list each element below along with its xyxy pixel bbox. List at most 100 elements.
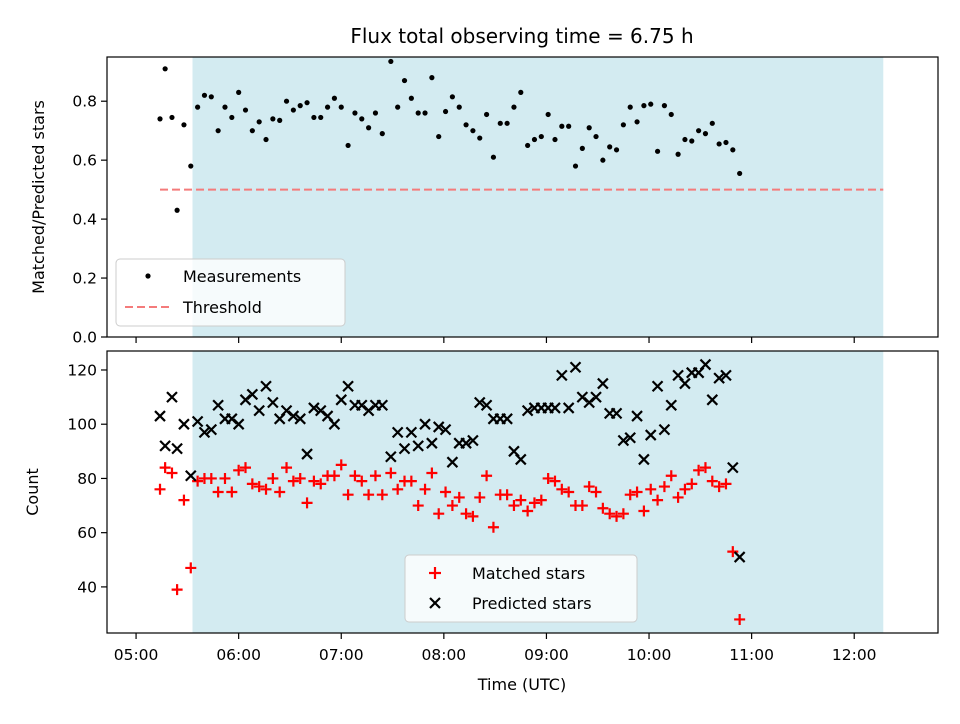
measurement-point	[566, 123, 572, 129]
matched-star-point	[542, 472, 554, 484]
matched-star-point	[240, 462, 251, 474]
measurement-point	[552, 136, 558, 143]
count-y-tick-label: 100	[67, 416, 97, 434]
predicted-star-point	[294, 413, 306, 425]
measurement-point	[256, 119, 262, 125]
matched-star-point	[617, 508, 629, 520]
legend-predicted-marker	[429, 597, 441, 609]
matched-star-point	[274, 486, 286, 498]
matched-star-point	[267, 472, 279, 484]
predicted-star-point	[617, 434, 630, 447]
measurement-point	[157, 116, 163, 122]
measurement-point	[201, 92, 208, 98]
matched-star-point	[481, 470, 493, 482]
measurement-point	[470, 128, 476, 134]
matched-star-point	[356, 475, 368, 487]
predicted-star-point	[166, 391, 178, 403]
predicted-star-point	[260, 380, 272, 393]
predicted-star-point	[385, 450, 397, 463]
measurement-point	[422, 110, 428, 116]
measurement-point	[215, 128, 221, 134]
predicted-star-point	[556, 369, 568, 382]
measurement-point	[331, 95, 338, 101]
predicted-star-point	[253, 404, 265, 417]
measurement-point	[593, 133, 599, 140]
predicted-star-point	[342, 380, 354, 393]
ratio-y-tick-label: 0.4	[72, 211, 97, 229]
matched-star-point	[474, 491, 486, 503]
predicted-star-point	[521, 404, 534, 417]
measurement-point	[689, 138, 695, 144]
time-x-tick-label: 07:00	[319, 646, 364, 664]
measurement-point	[229, 114, 235, 121]
predicted-star-point	[460, 437, 472, 449]
count-legend-box	[404, 554, 638, 623]
predicted-star-point	[439, 423, 452, 436]
legend-threshold-label: Threshold	[182, 298, 262, 317]
measurement-point	[222, 104, 228, 110]
predicted-star-point	[706, 394, 719, 406]
matched-star-point	[611, 510, 623, 522]
matched-star-point	[363, 489, 375, 501]
predicted-star-point	[178, 418, 190, 430]
predicted-star-point	[308, 402, 320, 414]
measurement-point	[456, 104, 462, 110]
count-y-tick-label: 80	[77, 470, 97, 488]
ratio-y-tick-label: 0.6	[72, 152, 97, 170]
matched-star-point	[226, 486, 238, 498]
ratio-x-ticks	[135, 337, 855, 343]
matched-star-point	[528, 497, 540, 509]
predicted-star-point	[412, 440, 424, 452]
matched-star-point	[734, 613, 746, 625]
measurement-point	[477, 135, 483, 141]
predicted-star-point	[185, 469, 197, 482]
predicted-star-point	[501, 413, 513, 425]
predicted-star-point	[171, 442, 183, 455]
matched-star-point	[159, 462, 171, 474]
matched-star-point	[212, 486, 224, 498]
ratio-y-axis: 0.0 0.2 0.4 0.6 0.8	[72, 93, 107, 347]
predicted-star-point	[638, 453, 650, 466]
matched-star-point	[246, 478, 258, 490]
predicted-star-point	[446, 456, 459, 468]
measurement-point	[270, 116, 276, 122]
measurement-point	[436, 133, 442, 140]
predicted-star-point	[727, 461, 739, 474]
measurement-point	[345, 142, 351, 149]
measurement-point	[559, 123, 565, 129]
measurement-point	[249, 128, 255, 134]
count-panel: 40 60 80 100 120 05:00 06:00 07:00 08:00 09:00 10…	[23, 350, 939, 694]
predicted-star-point	[301, 448, 313, 460]
measurement-point	[702, 131, 709, 137]
predicted-star-point	[398, 442, 411, 455]
matched-star-point	[392, 483, 404, 495]
matched-star-point	[672, 491, 684, 503]
measurement-point	[304, 100, 310, 106]
ratio-panel-frame	[106, 56, 939, 338]
predicted-star-point	[569, 361, 582, 374]
predicted-star-point	[154, 410, 166, 422]
matched-star-point	[658, 481, 670, 493]
matched-star-point	[166, 467, 178, 479]
ratio-y-label: Matched/Predicted stars	[29, 100, 48, 294]
matched-star-point	[376, 489, 388, 501]
measurement-point	[395, 104, 401, 110]
chart-title: Flux total observing time = 6.75 h	[350, 24, 693, 48]
predicted-star-point	[198, 426, 211, 439]
predicted-star-point	[624, 431, 636, 444]
legend-matched-label: Matched stars	[472, 564, 585, 583]
ratio-panel: 0.00.20.40.60.8 Matched/Predicted stars …	[29, 56, 939, 347]
matched-star-point	[624, 489, 636, 501]
matched-star-point	[699, 462, 711, 474]
count-y-tick-label: 40	[77, 578, 97, 596]
predicted-star-point	[631, 410, 643, 422]
measurement-point	[723, 139, 729, 146]
matched-star-point	[631, 486, 643, 498]
measurement-point	[525, 142, 531, 149]
predicted-star-point	[287, 410, 300, 422]
count-y-tick-label: 60	[77, 524, 97, 542]
predicted-star-point	[733, 551, 746, 563]
predicted-star-point	[658, 423, 671, 436]
matched-star-point	[385, 467, 397, 479]
